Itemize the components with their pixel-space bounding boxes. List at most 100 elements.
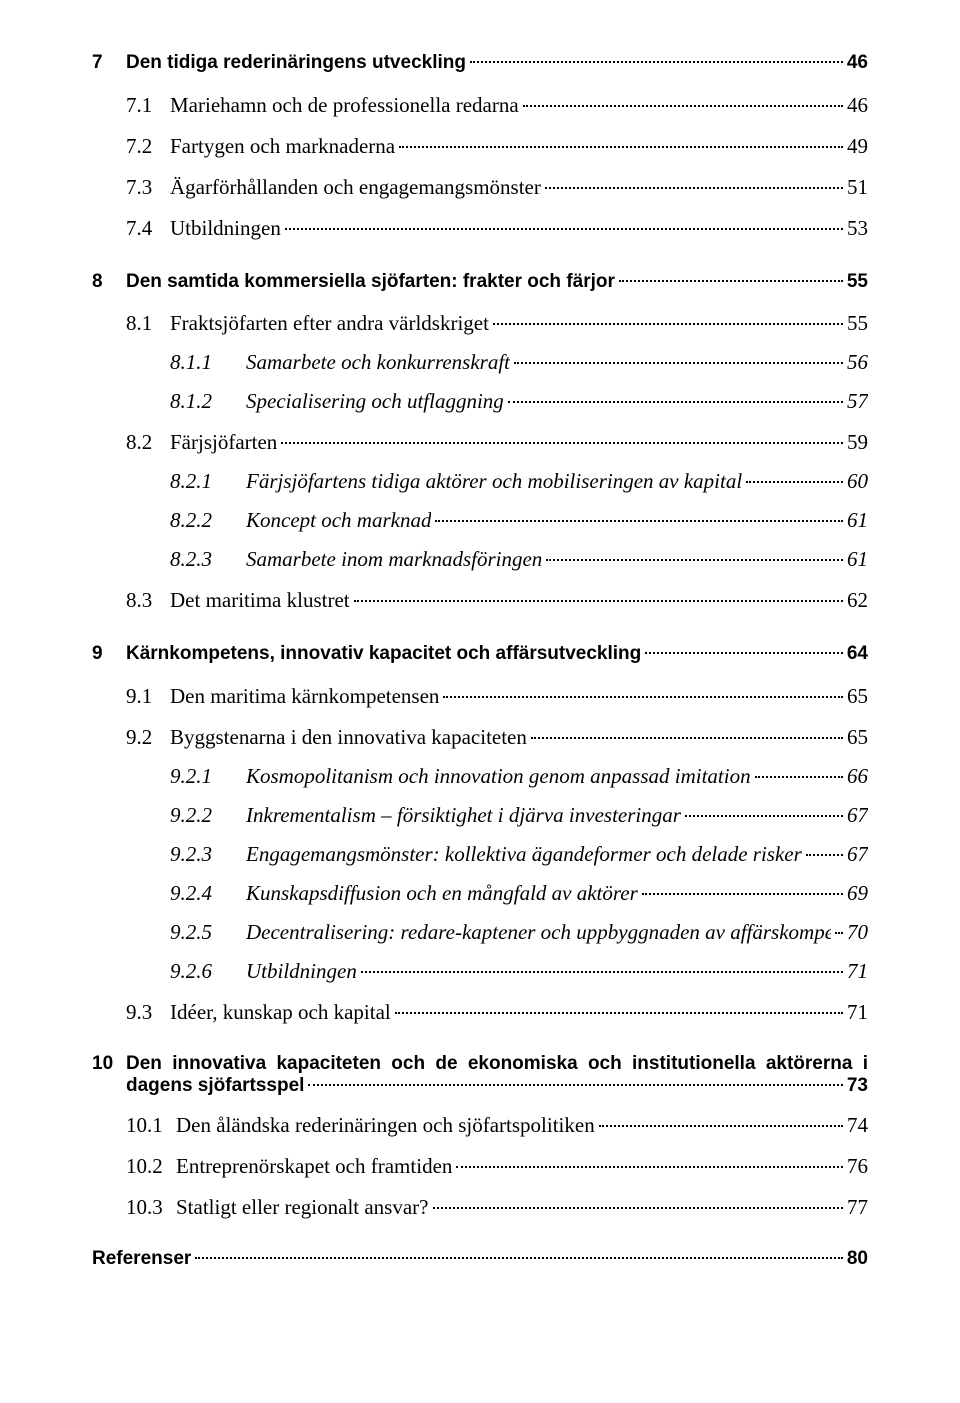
toc-entry-title: Utbildningen xyxy=(246,959,357,984)
toc-entry-page: 60 xyxy=(847,469,868,494)
toc-entry-page: 49 xyxy=(847,134,868,159)
toc-entry-page: 56 xyxy=(847,350,868,375)
toc-entry-page: 69 xyxy=(847,881,868,906)
toc-entry-number: 9.2.2 xyxy=(170,803,246,828)
toc-entry-10.3: 10.3Statligt eller regionalt ansvar? 77 xyxy=(126,1195,868,1220)
toc-entry-page: 71 xyxy=(847,959,868,984)
toc-leader-dots xyxy=(523,105,843,107)
toc-entry-title-line1: Den innovativa kapaciteten och de ekonom… xyxy=(126,1053,868,1075)
toc-entry-title: Byggstenarna i den innovativa kapacitete… xyxy=(170,725,527,750)
toc-entry-title: Koncept och marknad xyxy=(246,508,431,533)
toc-leader-dots xyxy=(395,1012,843,1014)
toc-entry-refs: Referenser 80 xyxy=(92,1248,868,1270)
toc-entry-page: 65 xyxy=(847,725,868,750)
toc-entry-7.2: 7.2Fartygen och marknaderna 49 xyxy=(126,134,868,159)
toc-entry-title: Engagemangsmönster: kollektiva ägandefor… xyxy=(246,842,802,867)
toc-leader-dots xyxy=(493,323,843,325)
toc-entry-title: Specialisering och utflaggning xyxy=(246,389,504,414)
toc-entry-page: 53 xyxy=(847,216,868,241)
toc-entry-title: Inkrementalism – försiktighet i djärva i… xyxy=(246,803,681,828)
toc-entry-number: 7.4 xyxy=(126,216,170,241)
toc-leader-dots xyxy=(619,280,843,282)
toc-entry-page: 76 xyxy=(847,1154,868,1179)
toc-leader-dots xyxy=(514,362,843,364)
toc-leader-dots xyxy=(545,187,843,189)
toc-entry-number: 10.3 xyxy=(126,1195,176,1220)
toc-entry-page: 71 xyxy=(847,1000,868,1025)
toc-entry-9: 9Kärnkompetens, innovativ kapacitet och … xyxy=(92,641,868,668)
toc-entry-title: Idéer, kunskap och kapital xyxy=(170,1000,391,1025)
toc-entry-8.1: 8.1Fraktsjöfarten efter andra världskrig… xyxy=(126,311,868,336)
toc-entry-number: 9.2.6 xyxy=(170,959,246,984)
toc-entry-page: 55 xyxy=(847,269,868,296)
toc-entry-page: 65 xyxy=(847,684,868,709)
toc-leader-dots xyxy=(433,1207,844,1209)
toc-entry-title: Utbildningen xyxy=(170,216,281,241)
toc-entry-7.1: 7.1Mariehamn och de professionella redar… xyxy=(126,93,868,118)
toc-entry-page: 80 xyxy=(847,1248,868,1270)
toc-entry-page: 70 xyxy=(847,920,868,945)
toc-entry-page: 59 xyxy=(847,430,868,455)
toc-entry-page: 46 xyxy=(847,50,868,77)
toc-leader-dots xyxy=(443,696,843,698)
toc-entry-number: 10.2 xyxy=(126,1154,176,1179)
toc-entry-9.1: 9.1Den maritima kärnkompetensen 65 xyxy=(126,684,868,709)
toc-leader-dots xyxy=(285,228,843,230)
toc-entry-8.1.2: 8.1.2Specialisering och utflaggning 57 xyxy=(170,389,868,414)
toc-chapter-10: 10Den innovativa kapaciteten och de ekon… xyxy=(92,1053,868,1097)
toc-entry-7.3: 7.3Ägarförhållanden och engagemangsmönst… xyxy=(126,175,868,200)
toc-leader-dots xyxy=(599,1125,843,1127)
toc-entry-8.2: 8.2Färjsjöfarten 59 xyxy=(126,430,868,455)
toc-leader-dots xyxy=(531,737,843,739)
toc-entry-title: Samarbete och konkurrenskraft xyxy=(246,350,510,375)
toc-entry-8.2.2: 8.2.2Koncept och marknad 61 xyxy=(170,508,868,533)
toc-entry-number: 9.2 xyxy=(126,725,170,750)
toc-entry-title: Referenser xyxy=(92,1248,191,1270)
toc-entry-page: 62 xyxy=(847,588,868,613)
toc-leader-dots xyxy=(508,401,843,403)
toc-leader-dots xyxy=(361,971,843,973)
toc-entry-9.2.4: 9.2.4Kunskapsdiffusion och en mångfald a… xyxy=(170,881,868,906)
toc-entry-number: 8.2 xyxy=(126,430,170,455)
toc-entry-page: 77 xyxy=(847,1195,868,1220)
toc-entry-8.1.1: 8.1.1Samarbete och konkurrenskraft 56 xyxy=(170,350,868,375)
toc-entry-title: Fartygen och marknaderna xyxy=(170,134,395,159)
toc-entry-7.4: 7.4Utbildningen 53 xyxy=(126,216,868,241)
toc-entry-title: Den samtida kommersiella sjöfarten: frak… xyxy=(126,269,615,296)
toc-entry-number: 8.1.2 xyxy=(170,389,246,414)
toc-entry-number: 8.1 xyxy=(126,311,170,336)
toc-leader-dots xyxy=(308,1084,842,1086)
toc-entry-number: 9.3 xyxy=(126,1000,170,1025)
toc-entry-8.3: 8.3Det maritima klustret 62 xyxy=(126,588,868,613)
toc-entry-page: 67 xyxy=(847,803,868,828)
toc-entry-page: 55 xyxy=(847,311,868,336)
toc-entry-title-line2: dagens sjöfartsspel xyxy=(126,1075,304,1097)
toc-entry-title: Den åländska rederinäringen och sjöfarts… xyxy=(176,1113,595,1138)
toc-leader-dots xyxy=(645,652,843,654)
toc-entry-title: Samarbete inom marknadsföringen xyxy=(246,547,542,572)
toc-entry-10.2: 10.2Entreprenörskapet och framtiden 76 xyxy=(126,1154,868,1179)
toc-entry-title: Kosmopolitanism och innovation genom anp… xyxy=(246,764,751,789)
toc-leader-dots xyxy=(755,776,843,778)
toc-entry-number: 10.1 xyxy=(126,1113,176,1138)
toc-entry-number: 8.3 xyxy=(126,588,170,613)
toc-entry-page: 61 xyxy=(847,508,868,533)
toc-entry-page: 67 xyxy=(847,842,868,867)
toc-entry-number: 10 xyxy=(92,1053,126,1075)
toc-leader-dots xyxy=(546,559,843,561)
toc-entry-page: 66 xyxy=(847,764,868,789)
toc-leader-dots xyxy=(685,815,843,817)
toc-entry-9.2: 9.2Byggstenarna i den innovativa kapacit… xyxy=(126,725,868,750)
toc-entry-page: 61 xyxy=(847,547,868,572)
toc-entry-number: 7 xyxy=(92,50,126,77)
toc-entry-page: 74 xyxy=(847,1113,868,1138)
toc-entry-number: 7.3 xyxy=(126,175,170,200)
toc-entry-number: 8.2.3 xyxy=(170,547,246,572)
toc-entry-number: 9 xyxy=(92,641,126,668)
toc-entry-7: 7Den tidiga rederinäringens utveckling 4… xyxy=(92,50,868,77)
toc-leader-dots xyxy=(354,600,843,602)
toc-leader-dots xyxy=(399,146,843,148)
toc-entry-9.2.6: 9.2.6Utbildningen 71 xyxy=(170,959,868,984)
toc-entry-title: Mariehamn och de professionella redarna xyxy=(170,93,519,118)
toc-entry-number: 7.2 xyxy=(126,134,170,159)
